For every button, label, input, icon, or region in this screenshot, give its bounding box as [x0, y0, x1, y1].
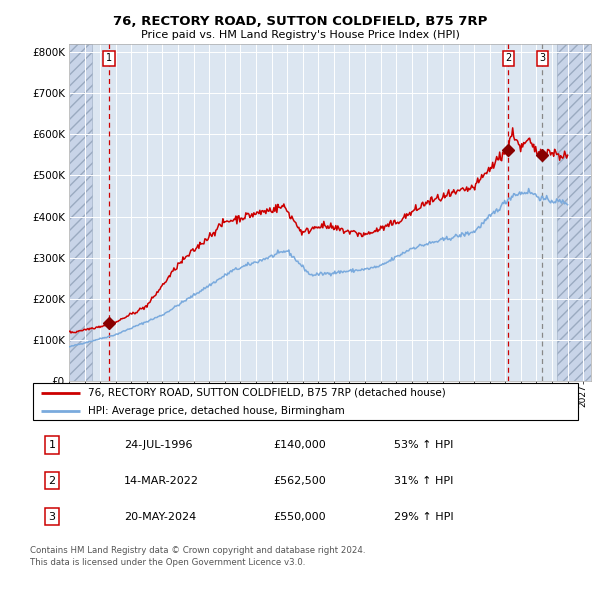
Text: 29% ↑ HPI: 29% ↑ HPI: [394, 512, 454, 522]
Text: £562,500: £562,500: [273, 476, 326, 486]
Text: 20-MAY-2024: 20-MAY-2024: [124, 512, 196, 522]
Text: 53% ↑ HPI: 53% ↑ HPI: [394, 440, 454, 450]
Text: 2: 2: [49, 476, 56, 486]
Bar: [557, 44, 591, 381]
Text: This data is licensed under the Open Government Licence v3.0.: This data is licensed under the Open Gov…: [30, 558, 305, 567]
Text: 3: 3: [49, 512, 56, 522]
Text: 24-JUL-1996: 24-JUL-1996: [124, 440, 193, 450]
Text: 76, RECTORY ROAD, SUTTON COLDFIELD, B75 7RP (detached house): 76, RECTORY ROAD, SUTTON COLDFIELD, B75 …: [88, 388, 446, 398]
Text: 1: 1: [49, 440, 56, 450]
Text: Contains HM Land Registry data © Crown copyright and database right 2024.: Contains HM Land Registry data © Crown c…: [30, 546, 365, 555]
Text: 3: 3: [539, 53, 545, 63]
Text: 76, RECTORY ROAD, SUTTON COLDFIELD, B75 7RP: 76, RECTORY ROAD, SUTTON COLDFIELD, B75 …: [113, 15, 487, 28]
Text: HPI: Average price, detached house, Birmingham: HPI: Average price, detached house, Birm…: [88, 406, 345, 416]
Text: Price paid vs. HM Land Registry's House Price Index (HPI): Price paid vs. HM Land Registry's House …: [140, 30, 460, 40]
Text: 14-MAR-2022: 14-MAR-2022: [124, 476, 199, 486]
FancyBboxPatch shape: [33, 384, 578, 420]
Text: 1: 1: [106, 53, 112, 63]
Text: £550,000: £550,000: [273, 512, 326, 522]
Text: 2: 2: [505, 53, 512, 63]
Text: £140,000: £140,000: [273, 440, 326, 450]
Bar: [69, 44, 92, 381]
Text: 31% ↑ HPI: 31% ↑ HPI: [394, 476, 454, 486]
